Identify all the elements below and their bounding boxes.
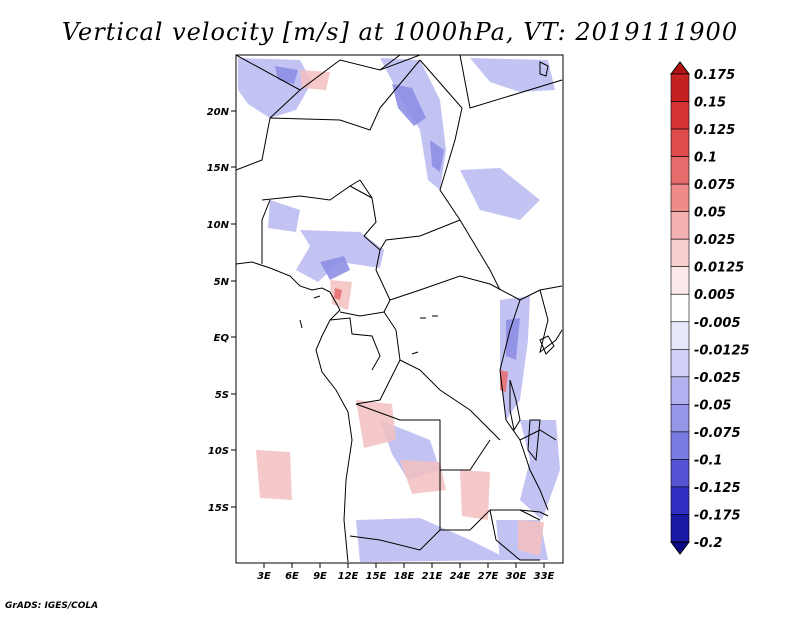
lon-label: 24E <box>450 571 471 582</box>
lon-label: 15E <box>366 571 387 582</box>
colorbar-swatch <box>670 266 690 295</box>
colorbar-label: 0.025 <box>694 233 735 248</box>
colorbar-label: -0.075 <box>694 426 741 441</box>
colorbar-label: -0.175 <box>694 508 741 523</box>
lon-label: 9E <box>313 571 327 582</box>
colorbar-top-arrow <box>670 61 690 75</box>
colorbar-label: 0.0125 <box>694 261 744 276</box>
chart-title: Vertical velocity [m/s] at 1000hPa, VT: … <box>61 18 739 46</box>
colorbar-label: 0.125 <box>694 123 735 138</box>
colorbar-label: 0.1 <box>694 151 717 166</box>
lat-label: 15S <box>208 503 229 514</box>
colorbar-swatch <box>670 404 690 433</box>
colorbar-swatch <box>670 321 690 350</box>
colorbar-bottom-arrow <box>670 541 690 555</box>
lat-label: EQ <box>214 333 230 344</box>
lat-label: 10S <box>208 446 229 457</box>
colorbar-swatch <box>670 128 690 157</box>
lon-label: 3E <box>257 571 271 582</box>
colorbar-label: -0.05 <box>694 398 731 413</box>
colorbar-label: -0.125 <box>694 481 741 496</box>
colorbar: 0.175 0.15 0.125 0.1 0.075 0.05 0.025 0.0125 0.0… <box>670 61 750 555</box>
colorbar-swatch <box>670 183 690 212</box>
colorbar-swatch <box>670 459 690 488</box>
colorbar-label: 0.005 <box>694 288 735 303</box>
colorbar-swatch <box>670 431 690 460</box>
lon-label: 21E <box>422 571 443 582</box>
grads-credit: GrADS: IGES/COLA <box>5 601 99 611</box>
colorbar-label: -0.005 <box>694 316 741 331</box>
lon-label: 33E <box>534 571 555 582</box>
lat-label: 5N <box>214 277 230 288</box>
lon-label: 12E <box>338 571 359 582</box>
colorbar-label: -0.1 <box>694 453 722 468</box>
lon-label: 18E <box>394 571 415 582</box>
lat-label: 20N <box>207 107 230 118</box>
latitude-labels: 20N 15N 10N 5N EQ 5S 10S 15S <box>207 107 230 514</box>
lon-label: 6E <box>285 571 299 582</box>
lon-label: 30E <box>506 571 527 582</box>
colorbar-label: 0.075 <box>694 178 735 193</box>
colorbar-label: -0.025 <box>694 371 741 386</box>
colorbar-label: 0.05 <box>694 206 726 221</box>
axis-ticks <box>231 110 545 568</box>
colorbar-swatch <box>670 514 690 543</box>
colorbar-swatch <box>670 101 690 130</box>
colorbar-label: 0.175 <box>694 68 735 83</box>
country-borders <box>236 55 563 563</box>
lat-label: 10N <box>207 220 230 231</box>
colorbar-swatch <box>670 293 690 323</box>
colorbar-swatch <box>670 376 690 405</box>
lon-label: 27E <box>478 571 499 582</box>
colorbar-label: -0.2 <box>694 536 722 551</box>
colorbar-swatch <box>670 156 690 185</box>
lat-label: 15N <box>207 163 230 174</box>
colorbar-label: -0.0125 <box>694 343 750 358</box>
colorbar-swatch <box>670 486 690 515</box>
colorbar-swatch <box>670 238 690 268</box>
lat-label: 5S <box>215 390 229 401</box>
colorbar-swatch <box>670 348 690 378</box>
colorbar-swatch <box>670 211 690 240</box>
longitude-labels: 3E 6E 9E 12E 15E 18E 21E 24E 27E 30E 33E <box>257 571 554 582</box>
strong-negative-patches <box>275 66 520 360</box>
colorbar-swatch <box>670 73 690 102</box>
positive-velocity-patches <box>256 70 544 556</box>
velocity-field <box>236 55 563 563</box>
colorbar-label: 0.15 <box>694 96 726 111</box>
